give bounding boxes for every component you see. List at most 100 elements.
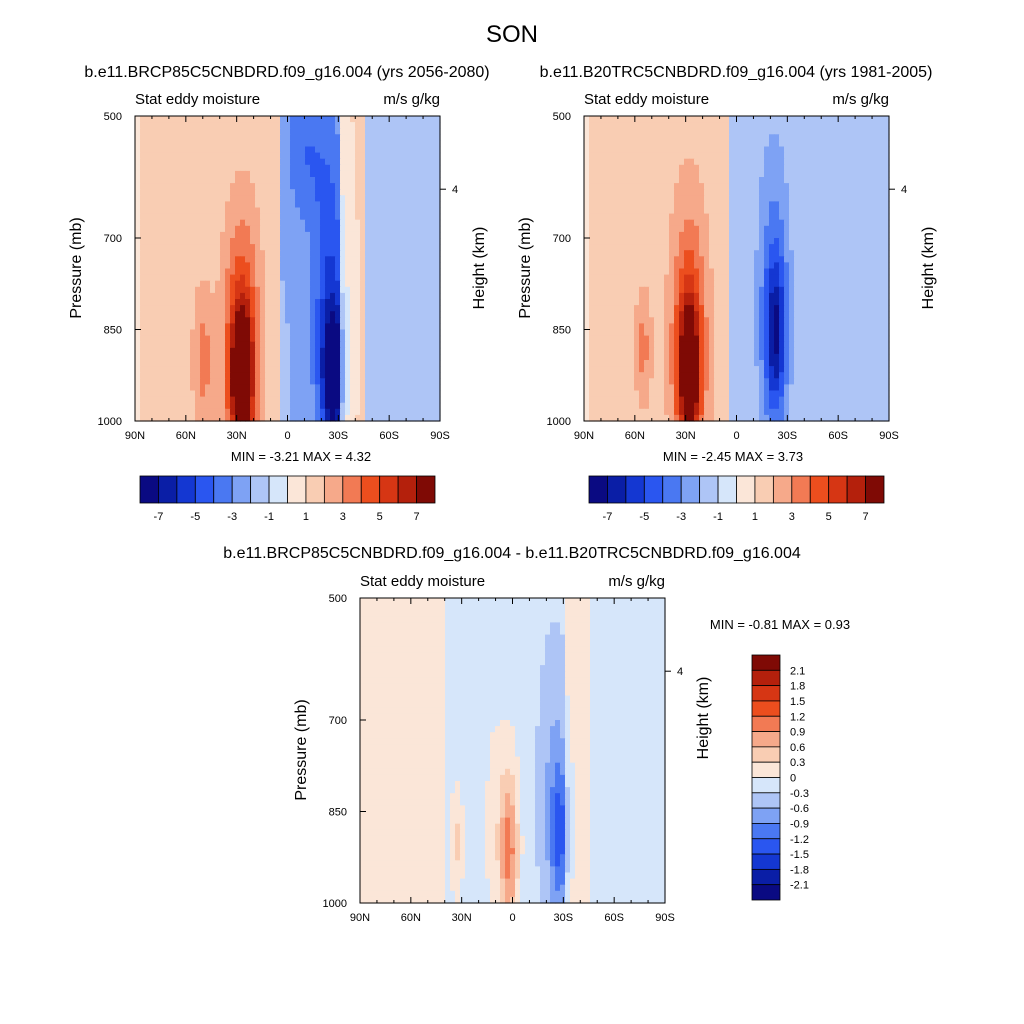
heatmap-cell [385,213,391,221]
heatmap-cell [405,183,411,190]
heatmap-cell [699,189,705,196]
heatmap-cell [365,274,371,282]
heatmap-cell [155,372,161,379]
heatmap-cell [405,299,411,306]
heatmap-cell [385,177,391,184]
heatmap-cell [744,219,750,227]
heatmap-cell [345,146,351,154]
heatmap-cell [834,231,840,239]
heatmap-cell [410,292,416,300]
heatmap-cell [704,134,710,141]
heatmap-cell [839,244,845,251]
heatmap-cell [410,341,416,349]
heatmap-cell [195,305,201,312]
heatmap-cell [435,378,441,385]
heatmap-cell [584,195,590,202]
heatmap-cell [864,201,870,209]
heatmap-cell [599,250,605,257]
heatmap-cell [629,201,635,209]
heatmap-cell [220,360,226,367]
heatmap-cell [185,183,191,190]
heatmap-cell [380,396,386,404]
heatmap-cell [320,305,326,312]
heatmap-cell [360,408,366,416]
heatmap-cell [794,183,800,190]
heatmap-cell [335,134,341,141]
heatmap-cell [734,274,740,282]
heatmap-cell [834,170,840,178]
heatmap-cell [405,158,411,166]
heatmap-cell [245,170,251,178]
heatmap-cell [709,231,715,239]
heatmap-cell [200,390,206,398]
heatmap-cell [370,158,376,166]
heatmap-cell [789,122,795,129]
heatmap-cell [644,116,650,123]
heatmap-cell [370,201,376,209]
heatmap-cell [774,250,780,257]
heatmap-cell [250,152,256,160]
heatmap-cell [245,408,251,416]
heatmap-cell [390,140,396,148]
heatmap-cell [405,250,411,257]
heatmap-cell [824,189,830,196]
heatmap-cell [594,195,600,202]
heatmap-cell [140,292,146,300]
heatmap-cell [634,262,640,270]
heatmap-cell [420,280,426,288]
heatmap-cell [799,250,805,257]
heatmap-cell [345,286,351,294]
heatmap-cell [255,213,261,221]
heatmap-cell [315,177,321,184]
heatmap-cell [594,280,600,288]
heatmap-cell [290,335,296,343]
heatmap-cell [215,116,221,123]
heatmap-cell [175,152,181,160]
heatmap-cell [869,268,875,276]
heatmap-cell [425,152,431,160]
heatmap-cell [744,134,750,141]
heatmap-cell [684,146,690,154]
heatmap-cell [160,366,166,373]
heatmap-cell [160,305,166,312]
heatmap-cell [415,116,421,123]
heatmap-cell [724,116,730,123]
heatmap-cell [609,146,615,154]
heatmap-cell [405,152,411,160]
heatmap-cell [824,225,830,233]
heatmap-cell [355,366,361,373]
heatmap-cell [310,268,316,276]
heatmap-cell [185,335,191,343]
heatmap-cell [879,122,885,129]
heatmap-cell [240,195,246,202]
heatmap-cell [779,231,785,239]
heatmap-cell [340,189,346,196]
heatmap-cell [599,213,605,221]
heatmap-cell [205,347,211,355]
heatmap-cell [734,134,740,141]
heatmap-cell [140,225,146,233]
heatmap-cell [619,292,625,300]
heatmap-cell [200,341,206,349]
panel-historical-right-label: m/s g/kg [832,91,889,108]
heatmap-cell [834,286,840,294]
heatmap-cell [280,353,286,361]
heatmap-cell [684,183,690,190]
heatmap-cell [874,183,880,190]
heatmap-cell [205,213,211,221]
heatmap-cell [140,353,146,361]
heatmap-cell [884,140,890,148]
heatmap-cell [634,134,640,141]
heatmap-cell [859,140,865,148]
heatmap-cell [190,292,196,300]
heatmap-cell [584,262,590,270]
heatmap-cell [430,238,436,245]
heatmap-cell [355,323,361,331]
heatmap-cell [729,189,735,196]
heatmap-cell [165,219,171,227]
heatmap-cell [315,341,321,349]
heatmap-cell [300,378,306,385]
heatmap-cell [634,140,640,148]
heatmap-cell [864,250,870,257]
heatmap-cell [215,238,221,245]
